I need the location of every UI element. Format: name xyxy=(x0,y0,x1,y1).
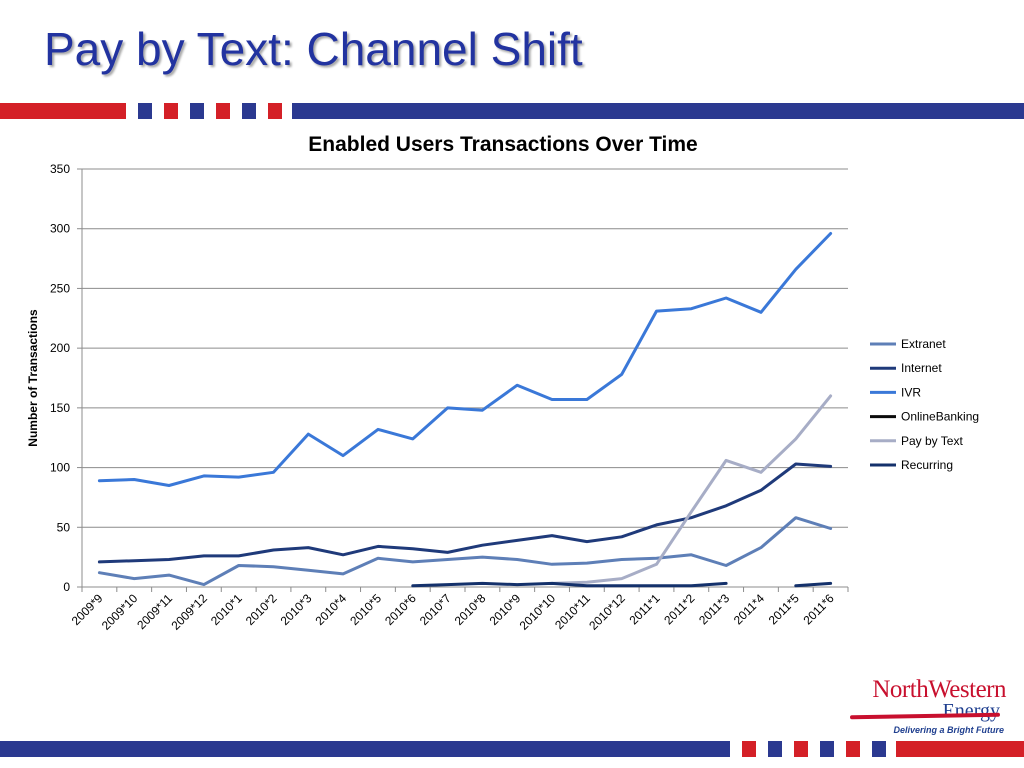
x-tick-label: 2011*1 xyxy=(626,591,662,627)
x-tick-label: 2010*12 xyxy=(586,591,628,633)
band-segment xyxy=(896,741,1024,757)
logo-energy: Energy xyxy=(942,700,1000,722)
band-segment xyxy=(0,741,730,757)
x-tick-label: 2009*11 xyxy=(134,591,175,632)
band-segment xyxy=(0,103,126,119)
x-tick-label: 2010*10 xyxy=(517,591,559,633)
x-tick-label: 2010*5 xyxy=(347,591,384,628)
band-square xyxy=(872,741,886,757)
x-tick-label: 2010*4 xyxy=(312,591,349,628)
series-lines xyxy=(97,232,833,588)
logo-name: NorthWestern xyxy=(872,676,1006,703)
gridlines xyxy=(82,168,848,528)
band-square xyxy=(768,741,782,757)
band-square xyxy=(164,103,178,119)
band-segment xyxy=(292,103,1024,119)
band-square xyxy=(190,103,204,119)
series-line xyxy=(97,516,833,587)
series-line xyxy=(97,462,833,564)
legend-label: OnlineBanking xyxy=(901,410,979,424)
axes xyxy=(77,168,849,592)
legend-label: Extranet xyxy=(901,337,946,351)
x-tick-label: 2010*3 xyxy=(278,591,315,628)
slide-title: Pay by Text: Channel Shift xyxy=(44,23,583,75)
band-square xyxy=(216,103,230,119)
x-tick-label: 2010*11 xyxy=(552,591,593,632)
x-tick-label: 2010*2 xyxy=(243,591,280,628)
y-tick-label: 200 xyxy=(50,341,70,355)
band-square xyxy=(846,741,860,757)
logo-tagline: Delivering a Bright Future xyxy=(893,725,1004,735)
y-tick-label: 100 xyxy=(50,461,70,475)
legend-label: Internet xyxy=(901,361,942,375)
x-tick-label: 2010*1 xyxy=(208,591,245,628)
x-tick-label: 2010*6 xyxy=(382,591,419,628)
x-tick-label: 2011*2 xyxy=(661,591,697,627)
y-tick-label: 250 xyxy=(50,281,70,295)
x-tick-label: 2009*10 xyxy=(99,591,141,633)
series-line xyxy=(411,581,833,588)
legend-label: Recurring xyxy=(901,458,953,472)
series-line xyxy=(550,394,833,585)
y-tick-label: 350 xyxy=(50,162,70,176)
x-tick-label: 2011*6 xyxy=(801,591,837,627)
band-square xyxy=(268,103,282,119)
band-square xyxy=(820,741,834,757)
line-chart: Enabled Users Transactions Over Time Num… xyxy=(26,133,979,633)
decorative-band-top xyxy=(0,103,1024,119)
y-tick-label: 0 xyxy=(63,580,70,594)
band-square xyxy=(742,741,756,757)
legend-label: IVR xyxy=(901,385,921,399)
series-line xyxy=(97,232,833,487)
y-axis-label: Number of Transactions xyxy=(26,309,40,447)
y-tick-label: 50 xyxy=(57,520,71,534)
northwestern-energy-logo: NorthWestern Energy Delivering a Bright … xyxy=(848,676,1014,742)
chart-title: Enabled Users Transactions Over Time xyxy=(308,133,697,156)
x-tick-label: 2009*12 xyxy=(168,591,210,633)
legend: Extranet Internet IVR OnlineBanking Pay by T… xyxy=(870,337,979,472)
decorative-band-bottom xyxy=(0,741,1024,757)
x-tick-label: 2010*7 xyxy=(417,591,454,628)
x-tick-label: 2011*5 xyxy=(766,591,802,627)
legend-label: Pay by Text xyxy=(901,434,963,448)
y-tick-label: 150 xyxy=(50,401,70,415)
x-tick-label: 2011*4 xyxy=(731,591,767,627)
band-square xyxy=(242,103,256,119)
x-tick-label: 2011*3 xyxy=(696,591,732,627)
y-tick-label: 300 xyxy=(50,222,70,236)
band-square xyxy=(138,103,152,119)
x-tick-label: 2010*8 xyxy=(452,591,489,628)
band-square xyxy=(794,741,808,757)
